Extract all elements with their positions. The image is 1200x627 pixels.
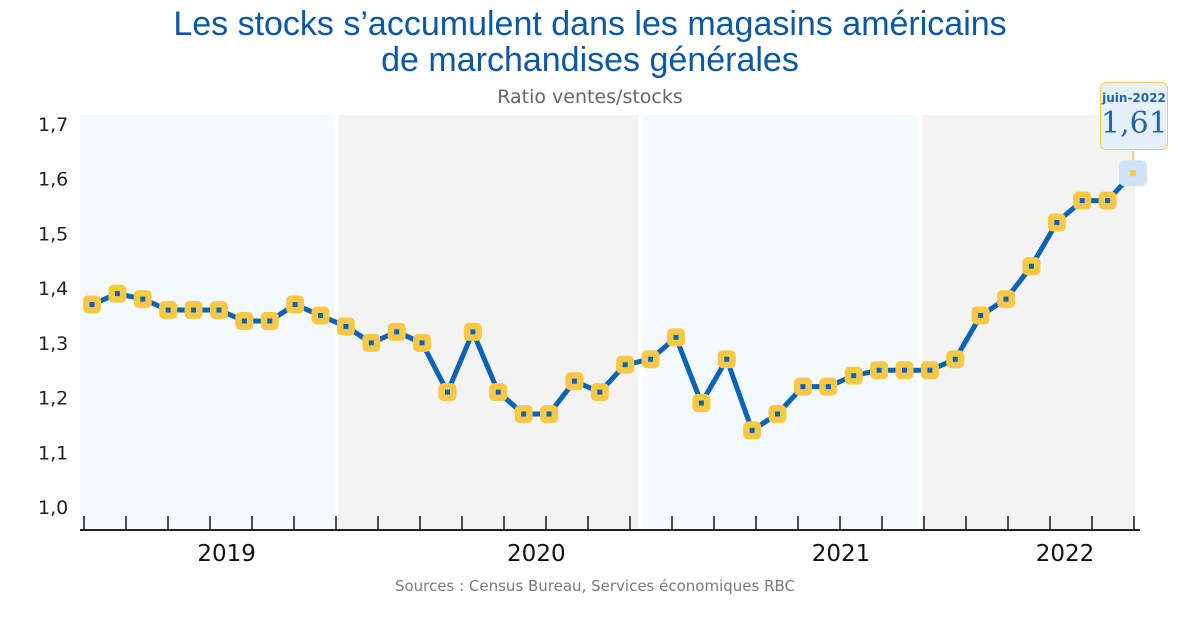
- chart-title-line1: Les stocks s’accumulent dans les magasin…: [173, 5, 1007, 43]
- data-point: [1047, 213, 1066, 232]
- data-point: [413, 333, 432, 352]
- y-tick-label: 1,5: [38, 223, 68, 245]
- data-point: [336, 317, 355, 336]
- data-point: [565, 372, 584, 391]
- data-point: [159, 301, 178, 320]
- data-point: [1022, 257, 1041, 276]
- data-point: [717, 350, 736, 369]
- data-point: [540, 404, 559, 423]
- data-point: [793, 377, 812, 396]
- callout-value: 1,61: [1101, 106, 1168, 141]
- data-point: [362, 333, 381, 352]
- data-point: [184, 301, 203, 320]
- x-axis: 2019 2020 2021 2022: [80, 516, 1140, 567]
- data-points: [83, 151, 1147, 440]
- data-point: [209, 301, 228, 320]
- data-point: [641, 350, 660, 369]
- latest-data-point: [1119, 160, 1147, 187]
- data-point: [514, 404, 533, 423]
- data-point: [692, 394, 711, 413]
- band-grey: [921, 115, 1135, 530]
- data-point: [133, 290, 152, 309]
- band-light: [642, 115, 918, 530]
- y-tick-label: 1,3: [38, 333, 68, 355]
- x-year-label: 2020: [507, 541, 566, 567]
- data-point: [920, 361, 939, 380]
- y-tick-label: 1,4: [38, 278, 68, 300]
- data-point: [616, 355, 635, 374]
- band-grey: [337, 115, 639, 530]
- data-point: [311, 306, 330, 325]
- y-tick-label: 1,0: [38, 497, 68, 519]
- band-light: [80, 115, 334, 530]
- chart-title-line2: de marchandises générales: [381, 41, 799, 79]
- latest-value-callout: juin-2022 1,61: [1100, 82, 1168, 150]
- data-point: [971, 306, 990, 325]
- y-tick-label: 1,1: [38, 442, 68, 464]
- background-bands: [80, 115, 1135, 530]
- data-point: [463, 322, 482, 341]
- data-point: [438, 383, 457, 402]
- data-point: [819, 377, 838, 396]
- callout-date: juin-2022: [1102, 91, 1166, 105]
- data-point: [489, 383, 508, 402]
- data-point: [768, 404, 787, 423]
- data-point: [666, 328, 685, 347]
- y-tick-label: 1,6: [38, 169, 68, 191]
- data-point: [946, 350, 965, 369]
- source-note: Sources : Census Bureau, Services économ…: [394, 577, 796, 595]
- data-point: [870, 361, 889, 380]
- data-point: [743, 421, 762, 440]
- data-point: [1073, 191, 1092, 210]
- data-point: [387, 322, 406, 341]
- y-axis: 1,0 1,1 1,2 1,3 1,4 1,5 1,6 1,7: [38, 114, 68, 519]
- data-point: [286, 295, 305, 314]
- data-point: [997, 290, 1016, 309]
- data-point: [1098, 191, 1117, 210]
- data-point: [108, 284, 127, 303]
- x-year-label: 2021: [812, 541, 871, 567]
- data-point: [83, 295, 101, 314]
- x-year-label: 2022: [1036, 541, 1095, 567]
- y-tick-label: 1,7: [38, 114, 68, 136]
- chart-title: Les stocks s’accumulent dans les magasin…: [0, 6, 1180, 78]
- data-point: [235, 311, 254, 330]
- x-year-label: 2019: [197, 541, 256, 567]
- data-point: [590, 383, 609, 402]
- y-tick-label: 1,2: [38, 388, 68, 410]
- chart-subtitle: Ratio ventes/stocks: [497, 86, 683, 108]
- data-point: [895, 361, 914, 380]
- data-point: [260, 311, 279, 330]
- data-point: [844, 366, 863, 385]
